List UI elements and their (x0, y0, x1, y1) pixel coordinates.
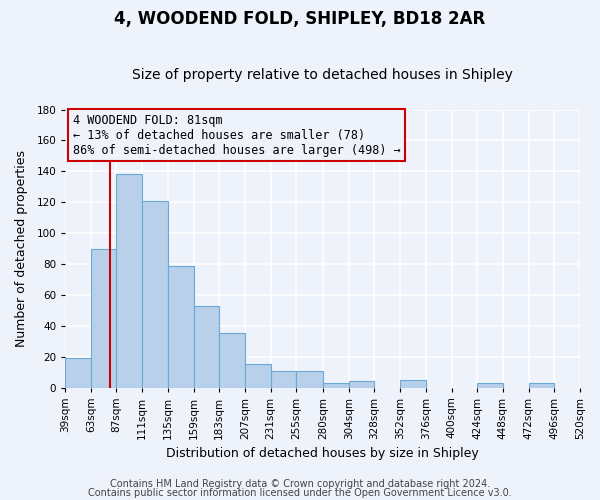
Bar (194, 306, 219, 388)
Text: 4, WOODEND FOLD, SHIPLEY, BD18 2AR: 4, WOODEND FOLD, SHIPLEY, BD18 2AR (115, 10, 485, 28)
Bar (168, 266, 194, 388)
Bar (529, 383, 554, 388)
Bar (271, 370, 296, 388)
Text: Contains HM Land Registry data © Crown copyright and database right 2024.: Contains HM Land Registry data © Crown c… (110, 479, 490, 489)
Y-axis label: Number of detached properties: Number of detached properties (15, 150, 28, 347)
Bar (91, 248, 116, 388)
Bar (65, 358, 91, 388)
Bar (142, 200, 168, 388)
X-axis label: Distribution of detached houses by size in Shipley: Distribution of detached houses by size … (166, 447, 479, 460)
Bar (219, 334, 245, 388)
Bar (400, 380, 426, 388)
Bar (349, 382, 374, 388)
Bar (245, 364, 271, 388)
Text: 4 WOODEND FOLD: 81sqm
← 13% of detached houses are smaller (78)
86% of semi-deta: 4 WOODEND FOLD: 81sqm ← 13% of detached … (73, 114, 401, 156)
Text: Contains public sector information licensed under the Open Government Licence v3: Contains public sector information licen… (88, 488, 512, 498)
Bar (477, 383, 503, 388)
Title: Size of property relative to detached houses in Shipley: Size of property relative to detached ho… (132, 68, 513, 82)
Bar (296, 370, 323, 388)
Bar (323, 383, 349, 388)
Bar (116, 174, 142, 388)
